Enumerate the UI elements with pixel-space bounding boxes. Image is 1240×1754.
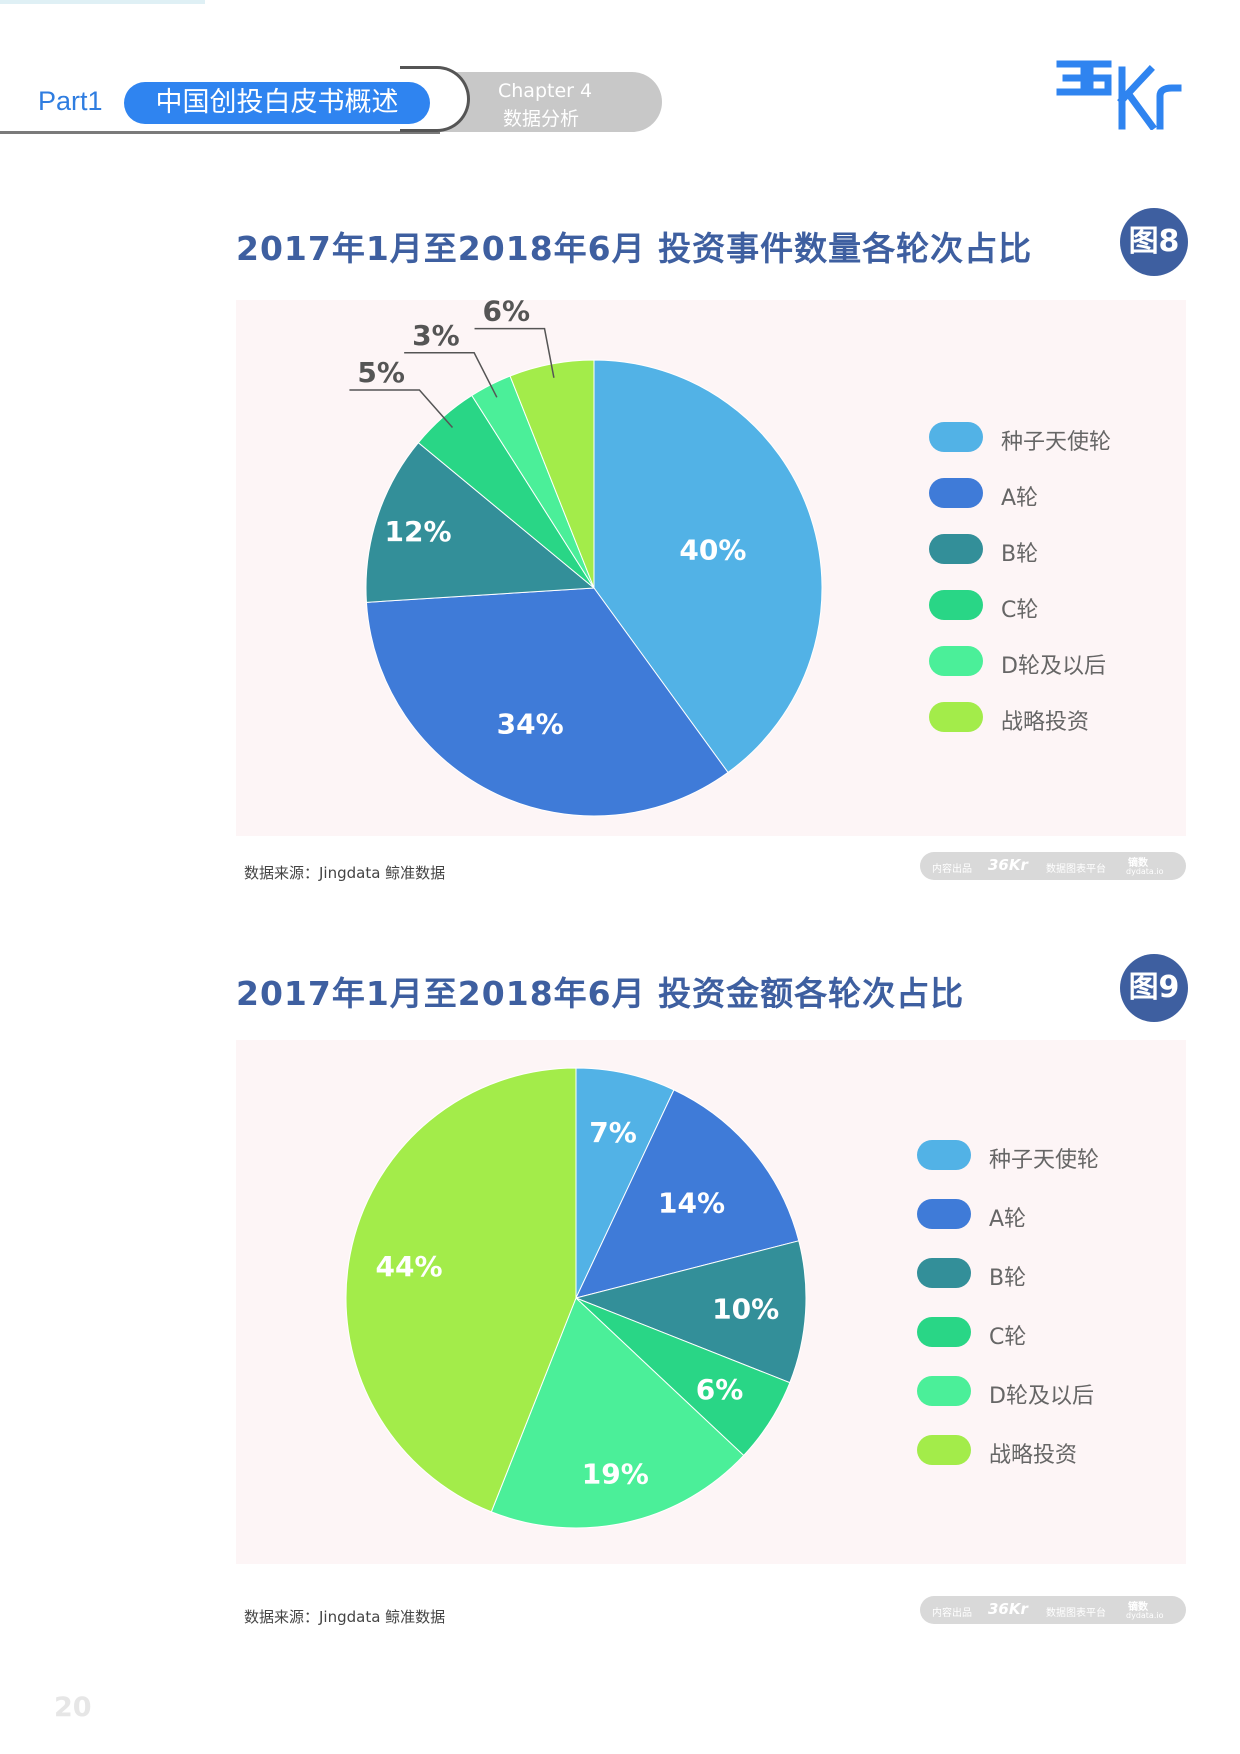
footer-content-label: 内容出品 bbox=[932, 864, 972, 875]
legend-label: D轮及以后 bbox=[1001, 654, 1106, 679]
pie-slice-0 bbox=[593, 359, 823, 774]
footer-dydata-url: dydata.io bbox=[1126, 1611, 1164, 1620]
footer-platform-label: 数据图表平台 bbox=[1046, 864, 1106, 875]
legend-label: C轮 bbox=[989, 1325, 1027, 1350]
footer-dydata-logo: 镝数 bbox=[1128, 858, 1148, 869]
footer-content-label: 内容出品 bbox=[932, 1608, 972, 1619]
figure-8-title: 2017年1月至2018年6月 投资事件数量各轮次占比 bbox=[236, 229, 1033, 268]
data-label-3: 6% bbox=[696, 1373, 744, 1406]
chapter-label: Chapter 4 bbox=[498, 80, 593, 102]
figure-9-badge: 图9 bbox=[1120, 954, 1188, 1022]
figure-8-badge: 图8 bbox=[1120, 208, 1188, 276]
data-label-5: 44% bbox=[375, 1250, 442, 1283]
leader-line-3 bbox=[349, 389, 454, 428]
leader-line-4 bbox=[404, 352, 498, 398]
legend-swatch bbox=[929, 590, 983, 620]
pie-slice-5 bbox=[345, 1067, 577, 1513]
footer-dydata-logo: 镝数 bbox=[1128, 1602, 1148, 1613]
data-label-0: 7% bbox=[589, 1116, 637, 1149]
legend-swatch bbox=[929, 422, 983, 452]
figure-8-panel: 40% 34% 12% 5% 3% 6% 种子天使轮 A轮 B轮 C轮 D轮及以后战略投资 bbox=[236, 295, 1186, 836]
footer-platform-label: 数据图表平台 bbox=[1046, 1608, 1106, 1619]
legend-label: B轮 bbox=[1001, 542, 1039, 567]
legend-label: A轮 bbox=[1001, 486, 1039, 511]
legend-swatch bbox=[917, 1140, 971, 1170]
pie-slice-0 bbox=[575, 1067, 675, 1299]
legend-swatch bbox=[917, 1317, 971, 1347]
pie-slice-4 bbox=[490, 1297, 745, 1529]
figure-9-source: 数据来源：Jingdata 鲸准数据 bbox=[244, 1608, 446, 1626]
part-title-pill: 中国创投白皮书概述 bbox=[124, 82, 430, 124]
legend-label: C轮 bbox=[1001, 598, 1039, 623]
legend-label: 种子天使轮 bbox=[1001, 430, 1112, 455]
top-accent-line bbox=[0, 0, 205, 4]
figure-9-legend: 种子天使轮 A轮 B轮 C轮 D轮及以后战略投资 bbox=[917, 1140, 1167, 1480]
data-label-1: 14% bbox=[658, 1186, 725, 1219]
legend-label: D轮及以后 bbox=[989, 1384, 1094, 1409]
legend-swatch bbox=[917, 1376, 971, 1406]
legend-label: 种子天使轮 bbox=[989, 1148, 1100, 1173]
legend-label: A轮 bbox=[989, 1207, 1027, 1232]
legend-swatch bbox=[929, 702, 983, 732]
pie-slice-1 bbox=[365, 587, 729, 817]
data-label-1: 34% bbox=[497, 708, 564, 741]
leader-line-5 bbox=[474, 327, 555, 378]
pie-slice-2 bbox=[574, 1240, 807, 1384]
legend-label: 战略投资 bbox=[989, 1443, 1078, 1468]
legend-swatch bbox=[929, 534, 983, 564]
page-number: 20 bbox=[54, 1692, 92, 1723]
figure-9-pie-chart: 7% 14% 10% 6% 19% 44% bbox=[345, 1067, 807, 1529]
legend-swatch bbox=[929, 478, 983, 508]
data-label-2: 12% bbox=[385, 515, 452, 548]
data-label-0: 40% bbox=[679, 533, 746, 566]
legend-label: B轮 bbox=[989, 1266, 1027, 1291]
legend-swatch bbox=[917, 1435, 971, 1465]
figure-8-source: 数据来源：Jingdata 鲸准数据 bbox=[244, 864, 446, 882]
footer-36kr-logo: 36Kr bbox=[988, 856, 1028, 874]
brand-logo bbox=[1056, 60, 1182, 130]
footer-36kr-logo: 36Kr bbox=[988, 1600, 1028, 1618]
pie-slice-2 bbox=[365, 441, 596, 603]
legend-swatch bbox=[917, 1258, 971, 1288]
figure-9-footer-badge: 内容出品 36Kr 数据图表平台 镝数 dydata.io bbox=[920, 1596, 1186, 1624]
figure-9-title: 2017年1月至2018年6月 投资金额各轮次占比 bbox=[236, 974, 965, 1013]
figure-8-legend: 种子天使轮 A轮 B轮 C轮 D轮及以后战略投资 bbox=[929, 422, 1169, 742]
legend-label: 战略投资 bbox=[1001, 710, 1090, 735]
header-rule bbox=[0, 131, 440, 134]
pie-slice-1 bbox=[575, 1089, 800, 1299]
data-label-4: 3% bbox=[412, 319, 460, 352]
figure-8-footer-badge: 内容出品 36Kr 数据图表平台 镝数 dydata.io bbox=[920, 852, 1186, 880]
part-label: Part1 bbox=[38, 86, 103, 116]
data-label-4: 19% bbox=[582, 1458, 649, 1491]
data-label-2: 10% bbox=[712, 1293, 779, 1326]
figure-9-panel: 7% 14% 10% 6% 19% 44% 种子天使轮 A轮 B轮 C轮 D轮及以后战略投资 bbox=[236, 1040, 1186, 1564]
footer-dydata-url: dydata.io bbox=[1126, 867, 1164, 876]
legend-swatch bbox=[917, 1199, 971, 1229]
data-label-3: 5% bbox=[357, 356, 405, 389]
chapter-subtitle: 数据分析 bbox=[503, 108, 580, 130]
figure-8-pie-chart: 40% 34% 12% 5%3% 6% bbox=[349, 295, 823, 817]
data-label-5: 6% bbox=[483, 300, 531, 328]
legend-swatch bbox=[929, 646, 983, 676]
